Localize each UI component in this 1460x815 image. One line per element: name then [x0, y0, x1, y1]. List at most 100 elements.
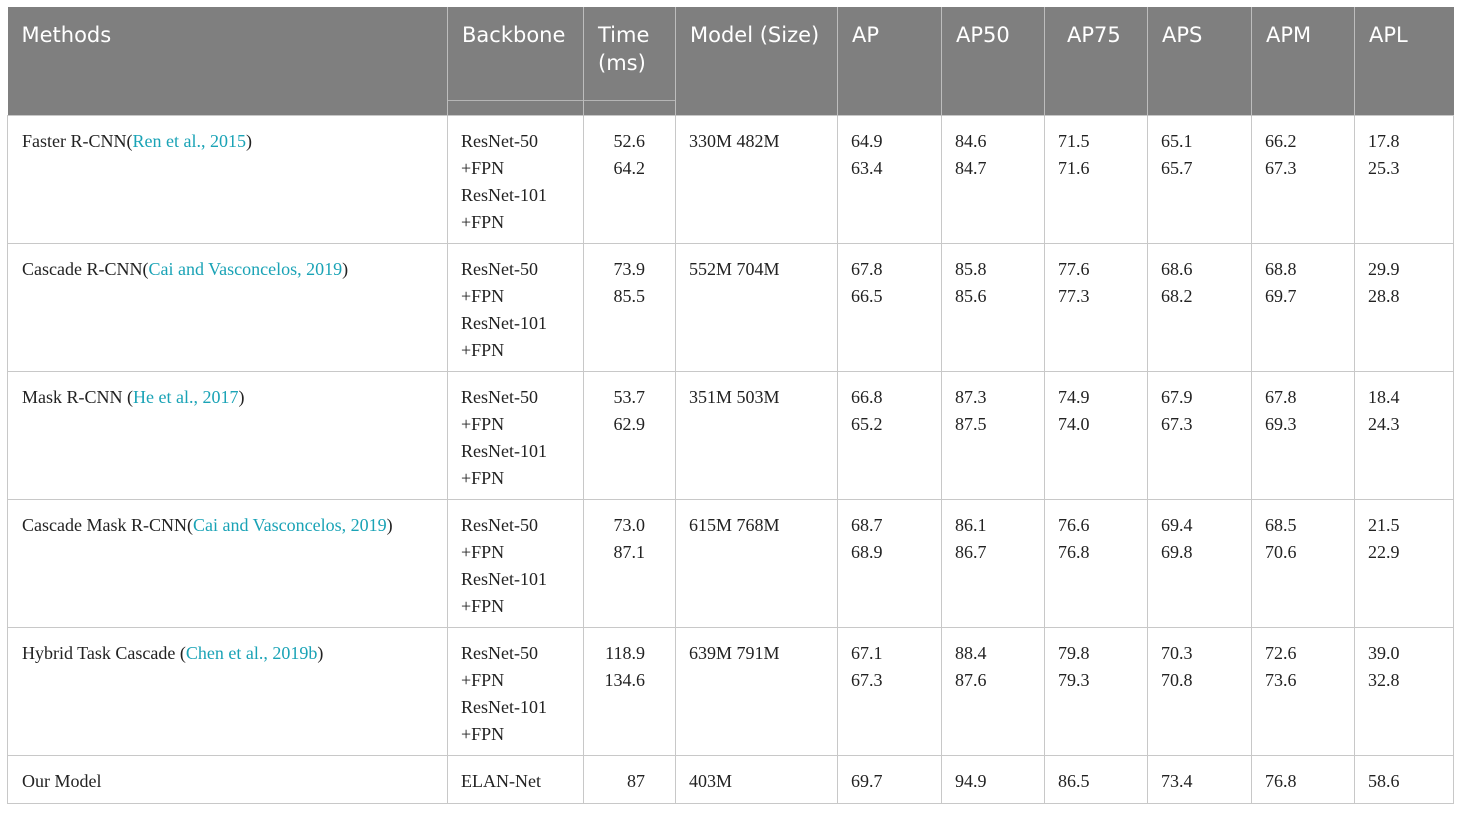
- apl-value: 17.8: [1368, 130, 1400, 151]
- time-value: 134.6: [604, 669, 646, 690]
- time-value: 52.6: [613, 130, 646, 151]
- ap-value: 63.4: [851, 157, 883, 178]
- method-cell: Mask R-CNN (He et al., 2017): [7, 370, 448, 499]
- method-cell: Cascade Mask R-CNN(Cai and Vasconcelos, …: [7, 498, 448, 627]
- ap50-cell: 87.3 87.5: [941, 370, 1045, 499]
- method-name: Faster R-CNN(: [22, 130, 133, 151]
- method-cell: Cascade R-CNN(Cai and Vasconcelos, 2019): [7, 242, 448, 371]
- ap75-cell: 76.6 76.8: [1044, 498, 1148, 627]
- table-row: Our Model ELAN-Net 87 403M 69.7 94.9 86.5 73.4 7…: [7, 754, 1454, 804]
- backbone-cell: ResNet-50 +FPN ResNet-101 +FPN: [447, 370, 584, 499]
- method-cell: Hybrid Task Cascade (Chen et al., 2019b): [7, 626, 448, 755]
- apm-value: 70.6: [1265, 541, 1297, 562]
- header-time-line1: Time: [598, 23, 650, 47]
- apl-cell: 18.4 24.3: [1354, 370, 1454, 499]
- aps-cell: 73.4: [1147, 754, 1252, 804]
- apl-value: 28.8: [1368, 285, 1400, 306]
- ap50-value: 86.1: [955, 514, 987, 535]
- backbone-value: +FPN: [461, 339, 505, 360]
- apl-cell: 29.9 28.8: [1354, 242, 1454, 371]
- method-paren: ): [238, 386, 245, 407]
- ap75-value: 71.6: [1058, 157, 1090, 178]
- apm-value: 69.3: [1265, 413, 1297, 434]
- header-time-line2: (ms): [598, 51, 646, 75]
- table-body: Faster R-CNN(Ren et al., 2015) ResNet-50 +…: [7, 114, 1454, 804]
- time-cell: 118.9 134.6: [583, 626, 676, 755]
- ap-value: 66.5: [851, 285, 883, 306]
- apm-value: 67.3: [1265, 157, 1297, 178]
- time-cell: 87: [583, 754, 676, 804]
- apm-value: 73.6: [1265, 669, 1297, 690]
- backbone-value: ResNet-101: [461, 440, 547, 461]
- ap50-value: 85.6: [955, 285, 987, 306]
- ap50-value: 87.3: [955, 386, 987, 407]
- table-row: Cascade R-CNN(Cai and Vasconcelos, 2019)…: [7, 242, 1454, 371]
- ap-value: 69.7: [851, 770, 883, 791]
- citation-link[interactable]: Ren et al., 2015: [132, 130, 246, 151]
- ap75-value: 77.3: [1058, 285, 1090, 306]
- ap-cell: 64.9 63.4: [837, 114, 942, 243]
- ap50-value: 87.5: [955, 413, 987, 434]
- ap75-value: 79.3: [1058, 669, 1090, 690]
- ap50-cell: 84.6 84.7: [941, 114, 1045, 243]
- apm-cell: 68.8 69.7: [1251, 242, 1355, 371]
- backbone-cell: ResNet-50 +FPN ResNet-101 +FPN: [447, 114, 584, 243]
- citation-link[interactable]: Cai and Vasconcelos, 2019: [192, 514, 387, 535]
- method-name: Cascade Mask R-CNN(: [22, 514, 193, 535]
- header-aps: APS: [1147, 7, 1252, 115]
- ap75-value: 79.8: [1058, 642, 1090, 663]
- citation-link[interactable]: He et al., 2017: [133, 386, 239, 407]
- apm-value: 66.2: [1265, 130, 1297, 151]
- ap50-value: 84.7: [955, 157, 987, 178]
- apl-cell: 17.8 25.3: [1354, 114, 1454, 243]
- ap75-cell: 86.5: [1044, 754, 1148, 804]
- aps-value: 67.3: [1161, 413, 1193, 434]
- ap-value: 66.8: [851, 386, 883, 407]
- apm-value: 76.8: [1265, 770, 1297, 791]
- backbone-cell: ELAN-Net: [447, 754, 584, 804]
- ap50-cell: 94.9: [941, 754, 1045, 804]
- backbone-value: ResNet-50: [461, 642, 538, 663]
- backbone-value: +FPN: [461, 595, 505, 616]
- ap-cell: 69.7: [837, 754, 942, 804]
- apm-cell: 72.6 73.6: [1251, 626, 1355, 755]
- citation-link[interactable]: Cai and Vasconcelos, 2019: [148, 258, 343, 279]
- model-size-cell: 639M 791M: [675, 626, 838, 755]
- ap50-value: 88.4: [955, 642, 987, 663]
- ap75-cell: 77.6 77.3: [1044, 242, 1148, 371]
- ap-cell: 68.7 68.9: [837, 498, 942, 627]
- header-ap50: AP50: [941, 7, 1045, 115]
- ap-cell: 67.8 66.5: [837, 242, 942, 371]
- apm-value: 68.5: [1265, 514, 1297, 535]
- apl-value: 58.6: [1368, 770, 1400, 791]
- time-value: 64.2: [613, 157, 646, 178]
- time-cell: 53.7 62.9: [583, 370, 676, 499]
- backbone-cell: ResNet-50 +FPN ResNet-101 +FPN: [447, 626, 584, 755]
- model-size-cell: 351M 503M: [675, 370, 838, 499]
- header-methods: Methods: [7, 7, 448, 115]
- backbone-value: +FPN: [461, 285, 505, 306]
- time-cell: 73.0 87.1: [583, 498, 676, 627]
- apm-value: 69.7: [1265, 285, 1297, 306]
- method-name: Our Model: [22, 770, 102, 791]
- header-row: Methods Backbone Time (ms) Model (Size) …: [7, 7, 1454, 115]
- ap75-value: 77.6: [1058, 258, 1090, 279]
- aps-cell: 70.3 70.8: [1147, 626, 1252, 755]
- apm-cell: 68.5 70.6: [1251, 498, 1355, 627]
- apl-value: 18.4: [1368, 386, 1400, 407]
- citation-link[interactable]: Chen et al., 2019b: [185, 642, 318, 663]
- apl-value: 22.9: [1368, 541, 1400, 562]
- backbone-value: +FPN: [461, 723, 505, 744]
- aps-value: 65.1: [1161, 130, 1193, 151]
- ap75-value: 86.5: [1058, 770, 1090, 791]
- model-size-cell: 403M: [675, 754, 838, 804]
- ap50-value: 86.7: [955, 541, 987, 562]
- ap75-value: 74.9: [1058, 386, 1090, 407]
- time-cell: 73.9 85.5: [583, 242, 676, 371]
- method-cell: Our Model: [7, 754, 448, 804]
- backbone-value: ResNet-101: [461, 184, 547, 205]
- ap75-cell: 71.5 71.6: [1044, 114, 1148, 243]
- aps-value: 73.4: [1161, 770, 1193, 791]
- apl-cell: 39.0 32.8: [1354, 626, 1454, 755]
- apm-cell: 67.8 69.3: [1251, 370, 1355, 499]
